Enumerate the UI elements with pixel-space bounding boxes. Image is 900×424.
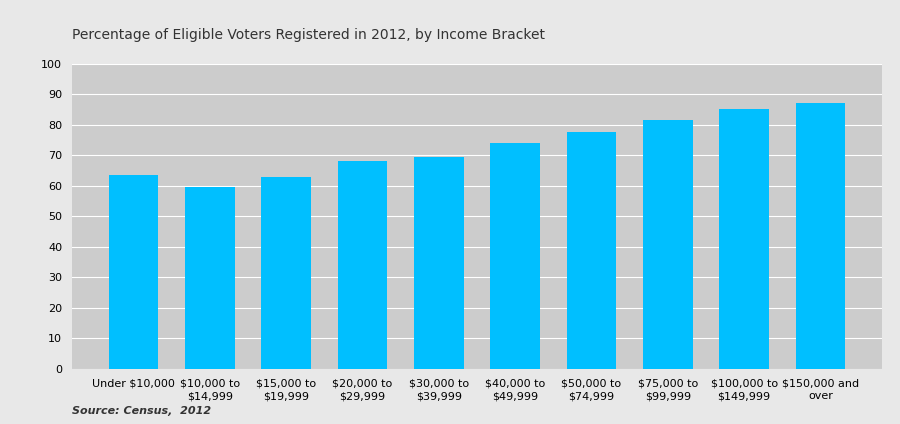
Bar bbox=[338, 161, 387, 369]
Bar bbox=[719, 109, 769, 369]
Bar bbox=[261, 176, 311, 369]
Text: Percentage of Eligible Voters Registered in 2012, by Income Bracket: Percentage of Eligible Voters Registered… bbox=[72, 28, 545, 42]
Bar bbox=[414, 157, 464, 369]
Text: Source: Census,  2012: Source: Census, 2012 bbox=[72, 405, 211, 416]
Bar bbox=[567, 132, 616, 369]
Bar bbox=[796, 103, 845, 369]
Bar bbox=[109, 175, 158, 369]
Bar bbox=[491, 142, 540, 369]
Bar bbox=[185, 187, 235, 369]
Bar bbox=[643, 120, 693, 369]
